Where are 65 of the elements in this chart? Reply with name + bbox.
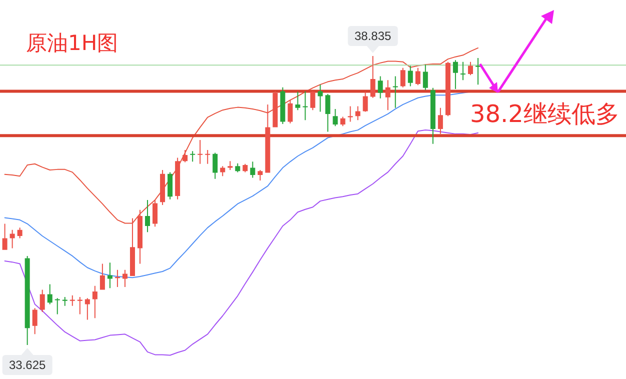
candlestick <box>212 152 218 179</box>
candlestick <box>348 106 353 122</box>
candlestick <box>310 91 316 110</box>
candlestick <box>205 150 210 164</box>
candlestick <box>280 87 286 124</box>
candlestick <box>355 106 360 120</box>
candlestick <box>40 290 45 312</box>
candlestick <box>430 88 436 144</box>
annotation: 33.625 <box>8 358 46 372</box>
candlestick <box>400 68 406 88</box>
candlestick <box>378 76 383 98</box>
candlestick <box>325 94 330 132</box>
candlestick <box>265 104 270 173</box>
candlestick <box>198 140 203 164</box>
candlestick <box>32 308 38 334</box>
candlestick <box>77 297 82 314</box>
candlestick <box>272 91 278 128</box>
candlestick <box>295 92 300 110</box>
candlestick <box>114 270 120 288</box>
candlestick <box>182 150 188 162</box>
candlestick <box>160 170 166 205</box>
candlestick <box>17 228 22 238</box>
candlestick <box>332 108 338 126</box>
candlestick <box>228 161 233 170</box>
candlestick <box>250 162 256 178</box>
chart-title: 原油1H图 <box>26 31 118 55</box>
candlestick <box>438 108 443 134</box>
candlestick <box>84 298 90 320</box>
candlestick <box>107 262 112 288</box>
candlestick <box>415 68 420 86</box>
candlestick <box>370 56 376 98</box>
candlestick <box>242 164 248 172</box>
candlestick <box>62 297 68 306</box>
candlestick <box>100 264 105 290</box>
candlestick <box>452 60 458 90</box>
candlestick <box>92 286 98 318</box>
candlestick <box>175 158 180 200</box>
candlestick <box>476 58 480 85</box>
candlestick <box>340 116 346 126</box>
candlestick <box>258 170 263 181</box>
candlestick <box>468 62 473 76</box>
candlestick <box>2 224 8 250</box>
candlestick <box>168 172 173 200</box>
candlestick <box>10 230 15 248</box>
candlestick <box>445 62 450 116</box>
candlestick <box>145 200 150 232</box>
candlestick <box>54 298 60 314</box>
candlestick <box>460 62 466 80</box>
candlestick <box>47 284 52 304</box>
candlestick <box>235 163 240 172</box>
candlestick <box>24 256 30 345</box>
candlestick <box>70 295 75 306</box>
candlestick <box>302 91 308 120</box>
candlestick <box>122 270 128 288</box>
candlestick <box>392 76 398 108</box>
candlestick <box>220 166 226 176</box>
annotation: 38.835 <box>354 29 392 43</box>
candlestick <box>318 84 323 112</box>
candlestick <box>385 80 390 110</box>
candlestick <box>190 151 196 162</box>
candlestick <box>288 100 293 124</box>
candlestick <box>362 92 368 112</box>
annotation: 38.2继续低多 <box>470 100 620 128</box>
candlestick <box>422 64 428 90</box>
candlestick <box>408 66 413 86</box>
